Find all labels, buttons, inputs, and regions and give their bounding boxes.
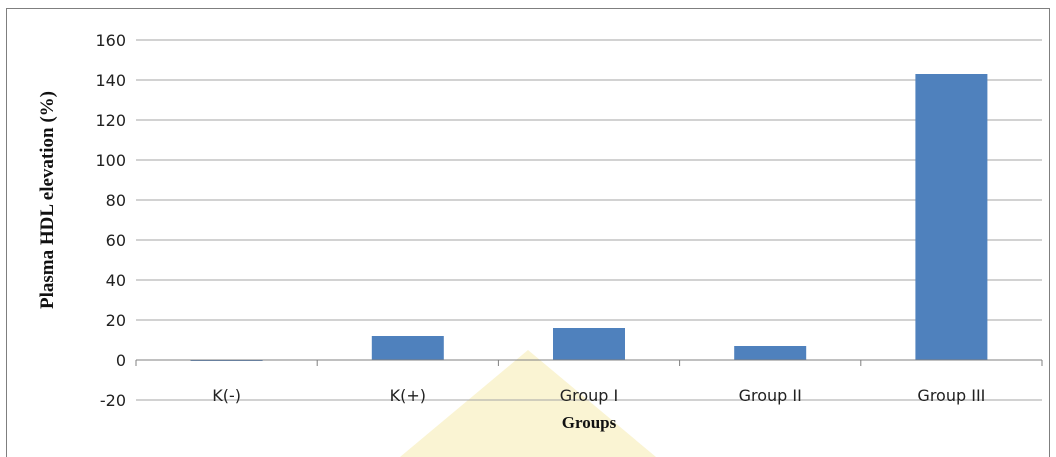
bar <box>372 336 444 360</box>
x-tick-label: K(-) <box>212 386 241 405</box>
x-tick-label: K(+) <box>390 386 426 405</box>
y-tick-label: 40 <box>106 271 126 290</box>
y-tick-labels: 160 140 120 100 80 60 40 20 0 -20 <box>95 31 126 410</box>
bars <box>191 74 988 361</box>
y-tick-label: 140 <box>95 71 126 90</box>
y-tick-label: 20 <box>106 311 126 330</box>
x-axis-title: Groups <box>562 413 617 432</box>
x-tick-label: Group III <box>917 386 985 405</box>
x-tick-label: Group I <box>560 386 619 405</box>
y-tick-label: 60 <box>106 231 126 250</box>
x-tick-label: Group II <box>739 386 802 405</box>
y-axis-title: Plasma HDL elevation (%) <box>37 91 58 309</box>
y-tick-label: 120 <box>95 111 126 130</box>
y-tick-label: 80 <box>106 191 126 210</box>
bar <box>915 74 987 360</box>
y-tick-label: -20 <box>100 391 126 410</box>
bar <box>553 328 625 360</box>
y-tick-label: 0 <box>116 351 126 370</box>
bar <box>734 346 806 360</box>
y-tick-label: 160 <box>95 31 126 50</box>
y-tick-label: 100 <box>95 151 126 170</box>
x-tick-labels: K(-) K(+) Group I Group II Group III <box>136 360 1042 405</box>
